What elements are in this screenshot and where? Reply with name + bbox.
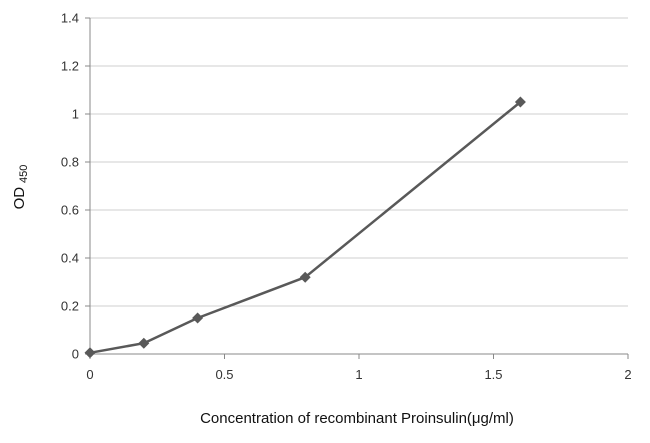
- x-tick-label: 1.5: [484, 367, 502, 382]
- y-axis-title-subscript: 450: [18, 165, 30, 183]
- axes: [85, 17, 629, 359]
- x-tick-label: 0.5: [215, 367, 233, 382]
- y-axis-title: OD 450: [11, 165, 30, 210]
- y-tick-labels: 0 0.2 0.4 0.6 0.8 1 1.2 1.4: [61, 11, 79, 362]
- series-line: [89, 101, 522, 355]
- x-tick-labels: 0 0.5 1 1.5 2: [86, 367, 631, 382]
- y-tick-label: 0: [72, 347, 79, 362]
- x-tick-label: 0: [86, 367, 93, 382]
- y-tick-label: 0.6: [61, 203, 79, 218]
- x-tick-label: 1: [355, 367, 362, 382]
- data-point-marker: [514, 96, 526, 108]
- x-axis-title: Concentration of recombinant Proinsulin(…: [200, 410, 514, 427]
- y-tick-label: 1.4: [61, 11, 79, 26]
- data-point-marker: [299, 271, 311, 283]
- y-axis-title-main: OD: [11, 187, 28, 210]
- gridlines: [90, 17, 628, 307]
- x-tick-label: 2: [624, 367, 631, 382]
- y-tick-label: 0.8: [61, 155, 79, 170]
- data-point-marker: [138, 337, 150, 349]
- series-layer: [84, 96, 526, 359]
- data-point-marker: [84, 347, 96, 359]
- y-tick-label: 1.2: [61, 59, 79, 74]
- data-point-marker: [192, 312, 204, 324]
- y-tick-label: 1: [72, 107, 79, 122]
- y-tick-label: 0.2: [61, 299, 79, 314]
- y-tick-label: 0.4: [61, 251, 79, 266]
